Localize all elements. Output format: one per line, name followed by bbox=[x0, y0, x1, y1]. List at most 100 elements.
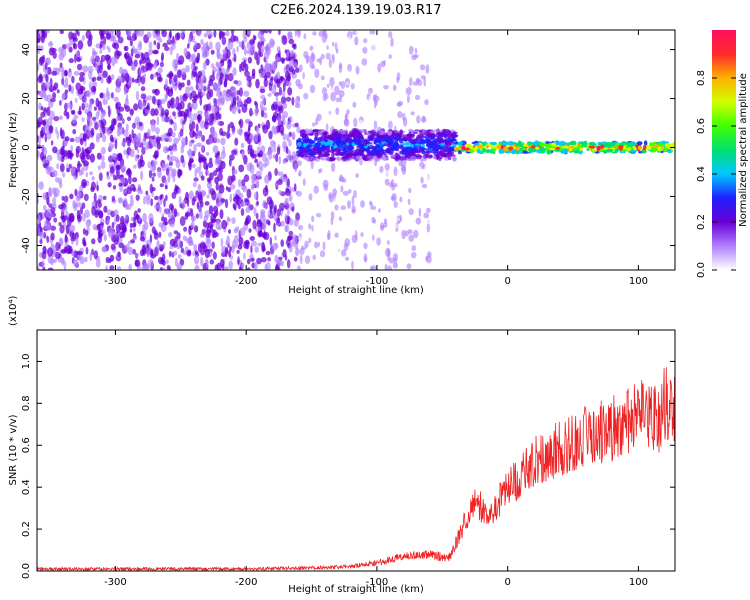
spectrogram-cell bbox=[146, 251, 150, 258]
spectrogram-cell bbox=[403, 253, 409, 262]
spectrogram-cell bbox=[293, 183, 297, 192]
spectrogram-cell bbox=[125, 93, 129, 103]
spectrogram-cell bbox=[46, 154, 53, 162]
spectrogram-cell bbox=[511, 148, 515, 155]
spectrogram-cell bbox=[215, 41, 221, 52]
spectrogram-cell bbox=[132, 227, 136, 232]
spectrogram-cell bbox=[59, 62, 63, 68]
spectrogram-cell bbox=[269, 146, 273, 154]
spectrogram-cell bbox=[261, 106, 267, 112]
spectrogram-cell bbox=[523, 143, 528, 148]
spectrogram-cell bbox=[317, 130, 323, 135]
spectrogram-cell bbox=[315, 117, 319, 126]
spectrogram-cell bbox=[329, 77, 335, 87]
spectrogram-cell bbox=[344, 69, 351, 77]
spectrogram-cell bbox=[388, 130, 393, 136]
spectrogram-cell bbox=[55, 251, 61, 260]
spectrogram-cell bbox=[43, 204, 47, 211]
spectrogram-cell bbox=[171, 191, 177, 199]
spectrogram-cell bbox=[318, 168, 321, 174]
spectrogram-cell bbox=[135, 90, 140, 101]
spectrogram-cell bbox=[288, 194, 293, 202]
spectrogram-cell bbox=[209, 188, 215, 196]
spectrogram-cell bbox=[319, 136, 324, 140]
spectrogram-cell bbox=[172, 176, 176, 183]
spectrogram-cell bbox=[227, 40, 234, 50]
spectrogram-cell bbox=[394, 125, 397, 131]
spectrogram-cell bbox=[179, 216, 186, 227]
spectrogram-cell bbox=[365, 163, 371, 173]
spectrogram-cell bbox=[263, 65, 267, 74]
spectrogram-cell bbox=[50, 225, 56, 231]
snr-y-scale-label: (x10⁴) bbox=[8, 295, 19, 326]
spectrogram-cell bbox=[177, 188, 182, 195]
spectrogram-cell bbox=[89, 153, 95, 163]
spectrogram-cell bbox=[418, 149, 425, 153]
spectrogram-cell bbox=[562, 148, 569, 154]
spectrogram-cell bbox=[370, 265, 374, 270]
spectrogram-cell bbox=[253, 35, 257, 41]
spectrogram-cell bbox=[284, 197, 289, 206]
spectrogram-cell bbox=[222, 89, 227, 97]
spectrogram-cell bbox=[111, 137, 114, 143]
spectrogram-cell bbox=[59, 182, 63, 189]
spectrogram-cell bbox=[308, 223, 312, 230]
spectrogram-cell bbox=[337, 156, 341, 162]
spectrogram-cell bbox=[80, 167, 84, 176]
spectrogram-cell bbox=[359, 158, 363, 166]
spectrogram-cell bbox=[108, 258, 112, 264]
spectrogram-cell bbox=[252, 153, 257, 159]
spectrogram-cell bbox=[63, 260, 67, 270]
spectrogram-cell bbox=[404, 80, 409, 89]
spectrogram-cell bbox=[89, 252, 93, 262]
spectrogram-cell bbox=[79, 137, 84, 146]
spectrogram-cell bbox=[183, 226, 188, 232]
spectrogram-cell bbox=[304, 255, 311, 264]
spectrogram-cell bbox=[253, 133, 259, 143]
spectrogram-cell bbox=[220, 161, 226, 170]
spectrogram-cell bbox=[325, 52, 331, 60]
spectrogram-cell bbox=[463, 147, 471, 151]
spectrogram-cell bbox=[75, 169, 78, 178]
spectrogram-cell bbox=[398, 156, 406, 161]
spectrogram-cell bbox=[507, 141, 514, 146]
spectrogram-cell bbox=[348, 130, 355, 135]
spectrogram-cell bbox=[243, 174, 250, 182]
spectrogram-cell bbox=[138, 69, 144, 75]
spectrogram-cell bbox=[277, 178, 283, 186]
spectrogram-cell bbox=[79, 256, 85, 265]
spectrogram-cell bbox=[224, 93, 231, 102]
spectrogram-cell bbox=[412, 229, 419, 239]
spectrogram-cell bbox=[418, 207, 422, 217]
spectrogram-cell bbox=[278, 190, 282, 195]
spectrogram-cell bbox=[210, 49, 215, 55]
spectrogram-cell bbox=[282, 102, 288, 109]
spectrogram-cell bbox=[188, 140, 193, 147]
spectrogram-cell bbox=[125, 136, 132, 144]
spectrogram-cell bbox=[204, 121, 209, 130]
spectrogram-cell bbox=[340, 129, 346, 135]
spectrogram-cell bbox=[130, 48, 134, 57]
spectrogram-cell bbox=[399, 196, 403, 203]
snr-y-ticks: 0.0 0.2 0.4 0.6 0.8 1.0 bbox=[21, 353, 675, 579]
spectrogram-cell bbox=[40, 33, 45, 44]
spectrogram-cell bbox=[217, 98, 221, 107]
spectrogram-cell bbox=[410, 111, 415, 116]
spectrogram-cell bbox=[84, 209, 90, 219]
spectrogram-cell bbox=[120, 77, 124, 83]
spectrogram-panel: -300 -200 -100 0 100 40 20 0 -20 -40 Height of s… bbox=[8, 29, 676, 296]
spectrogram-cell bbox=[352, 246, 356, 253]
spectrogram-cell bbox=[220, 198, 226, 204]
spectrogram-cell bbox=[81, 202, 86, 209]
spectrogram-cell bbox=[492, 147, 496, 152]
spectrogram-cell bbox=[126, 116, 132, 122]
spectrogram-cell bbox=[216, 219, 220, 226]
spectrogram-cell bbox=[223, 266, 229, 270]
spectrogram-cell bbox=[167, 211, 174, 219]
spectrogram-cell bbox=[344, 256, 350, 261]
spectrogram-cell bbox=[338, 81, 342, 86]
spectrogram-cell bbox=[180, 100, 185, 110]
spectrogram-cell bbox=[195, 75, 199, 84]
spectrogram-cell bbox=[284, 213, 288, 223]
spectrogram-cell bbox=[247, 146, 250, 155]
